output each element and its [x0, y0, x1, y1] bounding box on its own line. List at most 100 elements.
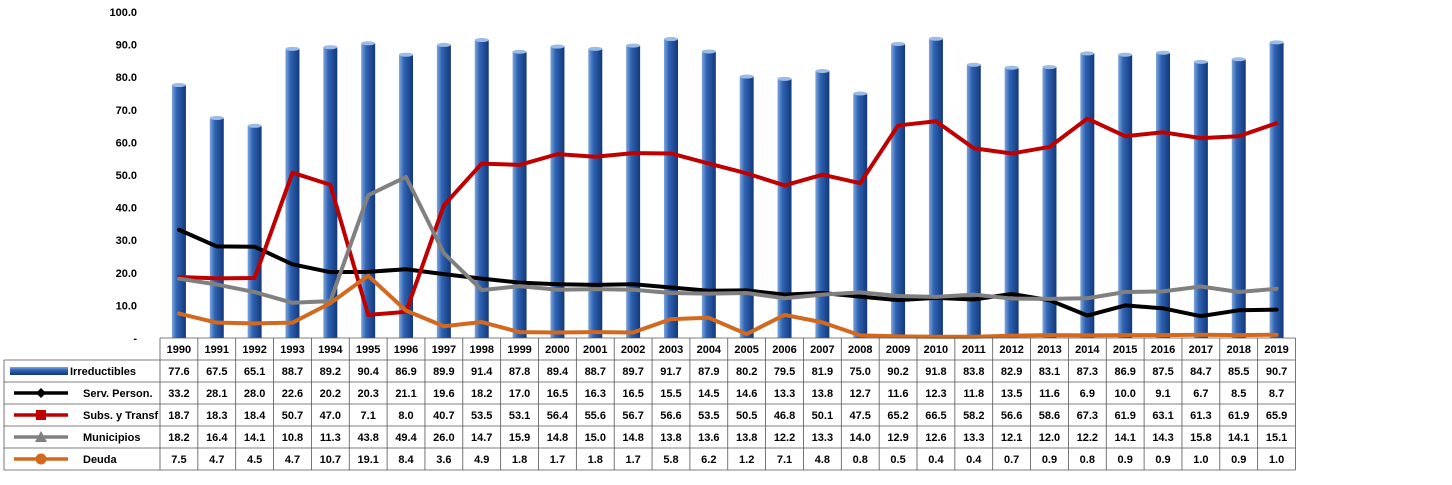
data-label: 87.5	[1152, 366, 1173, 378]
data-label: 83.1	[1039, 366, 1060, 378]
legend-key	[10, 367, 68, 375]
data-label: 13.8	[736, 432, 757, 444]
data-label: 91.7	[660, 366, 681, 378]
data-label: 9.1	[1155, 388, 1170, 400]
series-name: Subs. y Transf	[83, 410, 159, 422]
bar-cap	[399, 52, 414, 57]
data-label: 50.5	[736, 410, 757, 422]
bar	[891, 43, 906, 338]
data-label: 56.7	[622, 410, 643, 422]
bar-cap	[209, 115, 224, 120]
data-label: 13.3	[774, 388, 795, 400]
bar-cap	[247, 123, 262, 128]
data-label: 89.2	[320, 366, 341, 378]
data-label: 15.0	[585, 432, 606, 444]
data-label: 61.9	[1114, 410, 1135, 422]
data-label: 89.7	[622, 366, 643, 378]
x-tick-label: 1991	[205, 344, 229, 356]
x-tick-label: 2006	[772, 344, 796, 356]
data-label: 12.3	[925, 388, 946, 400]
data-label: 1.7	[625, 454, 640, 466]
data-label: 0.9	[1042, 454, 1057, 466]
data-label: 88.7	[585, 366, 606, 378]
bar-cap	[663, 37, 678, 42]
bar-cap	[1231, 57, 1246, 62]
bar-cap	[815, 69, 830, 74]
data-label: 4.7	[285, 454, 300, 466]
y-tick-label: 40.0	[116, 203, 137, 215]
data-label: 90.2	[887, 366, 908, 378]
bar-cap	[966, 62, 981, 67]
bar	[853, 93, 868, 338]
bar-cap	[512, 49, 527, 54]
data-label: 0.9	[1155, 454, 1170, 466]
bar	[663, 39, 678, 339]
y-tick-label: 100.0	[109, 7, 137, 19]
y-tick-label: 80.0	[116, 72, 137, 84]
bar	[285, 48, 300, 338]
data-label: 0.8	[1080, 454, 1095, 466]
data-label: 12.9	[887, 432, 908, 444]
data-label: 86.9	[395, 366, 416, 378]
data-label: 14.3	[1152, 432, 1173, 444]
data-label: 7.1	[777, 454, 792, 466]
data-label: 61.3	[1190, 410, 1211, 422]
bar	[209, 117, 224, 338]
bar	[1118, 54, 1133, 339]
data-label: 81.9	[812, 366, 833, 378]
bar-cap	[1156, 50, 1171, 55]
data-label: 56.4	[547, 410, 569, 422]
bar-cap	[739, 74, 754, 79]
data-label: 21.1	[395, 388, 416, 400]
data-label: 14.8	[547, 432, 568, 444]
data-label: 1.8	[512, 454, 527, 466]
data-label: 90.4	[357, 366, 379, 378]
x-tick-label: 1998	[469, 344, 493, 356]
data-label: 82.9	[1001, 366, 1022, 378]
bar	[361, 43, 376, 339]
data-label: 14.5	[698, 388, 719, 400]
series-name: Deuda	[83, 454, 118, 466]
data-label: 16.4	[206, 432, 228, 444]
data-label: 77.6	[168, 366, 189, 378]
data-label: 14.1	[244, 432, 265, 444]
data-label: 16.5	[547, 388, 568, 400]
data-label: 46.8	[774, 410, 795, 422]
data-label: 12.2	[1077, 432, 1098, 444]
x-tick-label: 2017	[1189, 344, 1213, 356]
x-tick-label: 2007	[810, 344, 834, 356]
data-label: 18.4	[244, 410, 266, 422]
bar-cap	[1042, 65, 1057, 70]
bar-series	[171, 36, 1284, 339]
data-label: 85.5	[1228, 366, 1249, 378]
legend-marker	[35, 431, 47, 442]
y-tick-label: -	[133, 333, 137, 345]
bar	[1042, 67, 1057, 339]
data-label: 66.5	[925, 410, 946, 422]
data-label: 4.7	[209, 454, 224, 466]
data-label: 63.1	[1152, 410, 1173, 422]
x-tick-label: 1997	[432, 344, 456, 356]
data-table: 1990 1991 1992 1993 1994 1995 1996 1997 1998 1999…	[3, 337, 1296, 471]
data-label: 19.6	[433, 388, 454, 400]
data-label: 87.3	[1077, 366, 1098, 378]
data-label: 50.7	[282, 410, 303, 422]
bar	[588, 48, 603, 338]
data-label: 13.3	[963, 432, 984, 444]
data-label: 89.9	[433, 366, 454, 378]
data-label: 14.6	[736, 388, 757, 400]
x-tick-label: 2000	[545, 344, 569, 356]
data-label: 6.2	[701, 454, 716, 466]
y-tick-label: 70.0	[116, 105, 137, 117]
bar-cap	[853, 91, 868, 96]
series-line	[176, 116, 1279, 317]
x-tick-label: 1999	[507, 344, 531, 356]
bar-cap	[361, 41, 376, 46]
bar-cap	[1004, 65, 1019, 70]
bar	[1193, 61, 1208, 339]
series-line	[176, 273, 1279, 339]
data-label: 4.9	[474, 454, 489, 466]
data-label: 20.2	[320, 388, 341, 400]
data-label: 65.1	[244, 366, 265, 378]
series-line	[176, 174, 1279, 305]
